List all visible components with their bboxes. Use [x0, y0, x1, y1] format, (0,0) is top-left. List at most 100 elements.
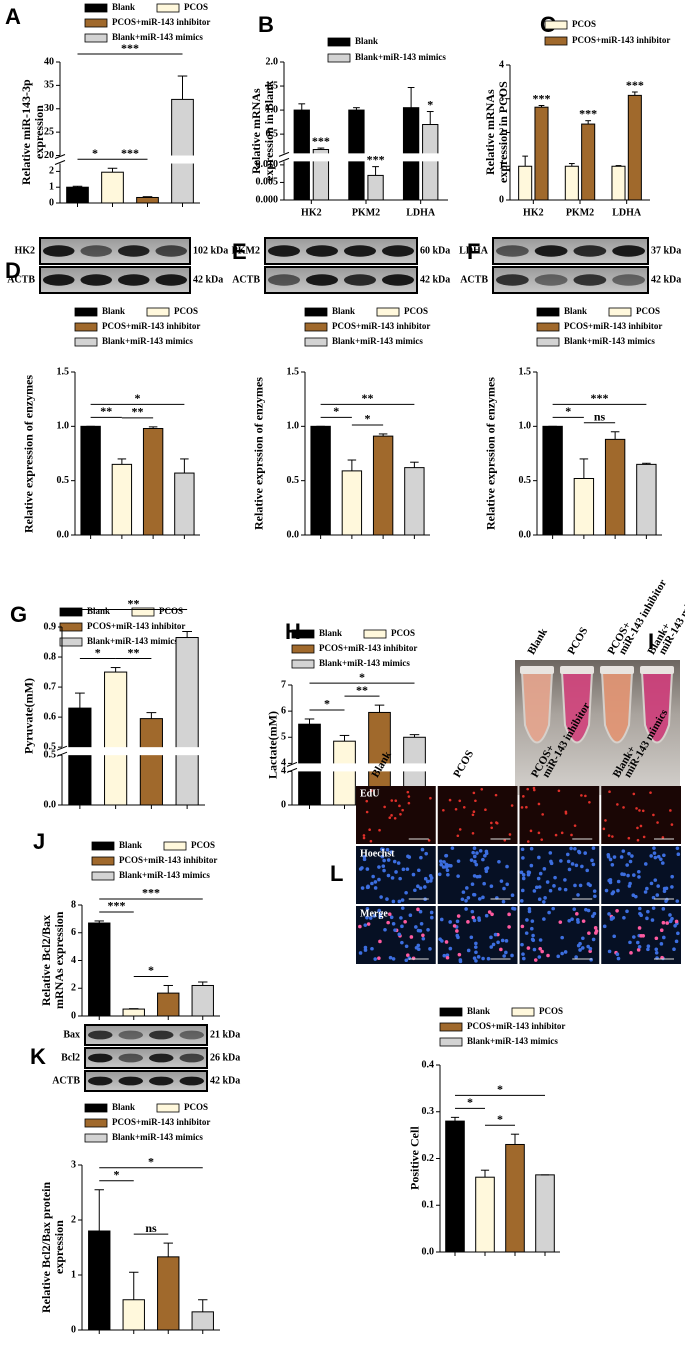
- blot-strip: [84, 1047, 208, 1069]
- legend-swatch: [156, 3, 180, 13]
- cell-dot: [532, 889, 537, 893]
- cell-dot: [481, 895, 485, 900]
- bar: [88, 922, 111, 1017]
- cell-dot: [637, 926, 642, 930]
- cell-dot: [445, 953, 450, 957]
- cell-dot: [429, 879, 433, 883]
- cell-dot: [401, 808, 404, 812]
- y-tick-label: 1.5: [287, 366, 300, 377]
- blot-band: [88, 1030, 113, 1040]
- legend-label: Blank: [467, 1006, 490, 1016]
- cell-dot: [625, 863, 629, 867]
- cell-dot: [602, 827, 606, 831]
- cell-dot: [656, 884, 660, 888]
- cell-dot: [499, 947, 503, 952]
- cell-dot: [365, 867, 370, 871]
- cell-dot: [519, 899, 524, 903]
- row-label: Hoechst: [360, 848, 395, 859]
- cell-dot: [473, 859, 477, 864]
- cell-dot: [493, 932, 498, 937]
- cell-dot: [563, 887, 568, 892]
- cell-dot: [426, 927, 430, 932]
- legend-label: PCOS: [391, 628, 415, 638]
- cell-dot: [545, 880, 550, 884]
- x-tick-label: PKM2: [352, 207, 380, 218]
- legend-swatch: [146, 307, 170, 317]
- cell-dot: [673, 923, 677, 928]
- cell-dot: [471, 831, 475, 835]
- legend-label: PCOS+miR-143 inhibitor: [572, 35, 670, 45]
- axis-break: [54, 160, 66, 165]
- axis-break: [54, 154, 66, 159]
- micrograph: [519, 846, 600, 904]
- legend-label: Blank: [355, 36, 378, 46]
- cell-dot: [413, 888, 417, 893]
- cell-dot: [560, 831, 564, 835]
- cell-dot: [362, 836, 366, 840]
- cell-dot: [645, 916, 649, 921]
- cell-dot: [421, 933, 425, 938]
- legend-swatch: [536, 307, 560, 317]
- blot-band: [573, 245, 607, 257]
- cell-dot: [567, 867, 572, 872]
- legend-label: PCOS+miR-143 inhibitor: [119, 855, 217, 865]
- cell-dot: [360, 886, 365, 890]
- significance: ***: [121, 41, 139, 55]
- cell-dot: [452, 924, 457, 928]
- cell-dot: [654, 950, 659, 955]
- significance: ***: [108, 899, 126, 913]
- cell-dot: [532, 788, 536, 792]
- tube: [640, 671, 674, 744]
- cell-dot: [592, 911, 597, 916]
- legend-label: Blank: [119, 840, 142, 850]
- significance: ***: [626, 78, 644, 92]
- cell-dot: [616, 888, 620, 893]
- cell-dot: [490, 826, 494, 830]
- bar: [175, 637, 199, 806]
- blot-band: [612, 274, 645, 286]
- legend-label: Blank+miR-143 mimics: [119, 870, 210, 880]
- legend-swatch: [156, 1103, 180, 1113]
- blot-band: [179, 1030, 204, 1040]
- y-tick-label: 6: [71, 927, 76, 938]
- y-tick-label: 4: [281, 766, 286, 777]
- cell-dot: [494, 793, 498, 797]
- cell-dot: [378, 939, 382, 944]
- cell-dot: [553, 875, 557, 880]
- legend-label: Blank+miR-143 mimics: [564, 336, 655, 346]
- size-label: 42 kDa: [651, 274, 681, 285]
- cell-dot: [472, 956, 477, 960]
- cell-dot: [646, 947, 650, 952]
- cell-dot: [391, 921, 396, 926]
- cell-dot: [584, 907, 588, 912]
- y-tick-label: 2: [49, 166, 54, 177]
- legend-swatch: [59, 607, 83, 617]
- cell-dot: [497, 859, 501, 864]
- cell-dot: [529, 829, 533, 833]
- bar: [139, 718, 163, 806]
- legend-swatch: [74, 322, 98, 332]
- cell-dot: [444, 940, 449, 944]
- cell-dot: [652, 851, 657, 855]
- cell-dot: [537, 885, 542, 889]
- cell-dot: [404, 944, 409, 949]
- cell-dot: [362, 855, 367, 859]
- significance: **: [128, 645, 140, 659]
- legend-label: PCOS+miR-143 inhibitor: [564, 321, 662, 331]
- cell-dot: [621, 849, 626, 853]
- cell-dot: [649, 791, 652, 794]
- cell-dot: [574, 955, 578, 959]
- y-tick-label: 0: [71, 1010, 76, 1021]
- bar: [573, 477, 595, 536]
- legend-swatch: [91, 856, 115, 866]
- y-tick-label: 0.000: [256, 194, 279, 205]
- legend-label: PCOS: [184, 2, 208, 12]
- cell-dot: [669, 809, 672, 812]
- cell-dot: [425, 879, 430, 884]
- cell-dot: [370, 789, 373, 793]
- legend-swatch: [327, 37, 351, 47]
- cell-dot: [454, 807, 458, 811]
- cell-dot: [475, 874, 480, 879]
- legend-swatch: [91, 871, 115, 881]
- legend-label: PCOS: [404, 306, 428, 316]
